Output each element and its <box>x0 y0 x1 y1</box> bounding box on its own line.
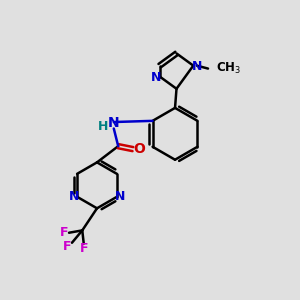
Text: H: H <box>98 120 108 133</box>
Text: CH$_3$: CH$_3$ <box>216 60 242 76</box>
Text: N: N <box>108 116 120 130</box>
Text: O: O <box>133 142 145 156</box>
Text: N: N <box>192 60 203 73</box>
Text: F: F <box>80 242 88 255</box>
Text: N: N <box>150 71 161 84</box>
Text: N: N <box>115 190 126 203</box>
Text: N: N <box>68 190 79 203</box>
Text: F: F <box>59 226 68 239</box>
Text: F: F <box>63 240 72 253</box>
